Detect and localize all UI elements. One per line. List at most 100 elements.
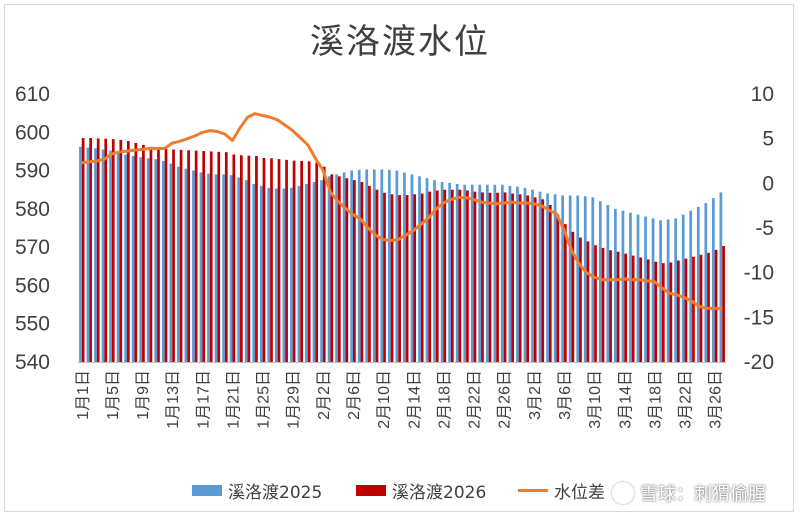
legend-label-diff: 水位差 (554, 482, 605, 503)
bar-2025 (614, 208, 617, 362)
x-tick-label: 1月1日 (75, 370, 92, 420)
bar-2025 (629, 212, 632, 362)
y-left-tick-label: 550 (15, 313, 50, 336)
bar-2025 (274, 188, 278, 362)
bar-2026 (255, 156, 258, 362)
x-tick-label: 2月18日 (436, 370, 453, 429)
bar-2026 (428, 191, 432, 362)
x-tick-label: 2月26日 (497, 370, 514, 429)
bar-2025 (516, 186, 519, 362)
bar-2025 (395, 170, 399, 362)
bar-2025 (523, 187, 527, 362)
bar-2026 (89, 138, 93, 362)
bar-2025 (297, 185, 301, 362)
bar-2025 (583, 196, 587, 362)
bar-2026 (277, 159, 281, 362)
y-left-tick-label: 610 (15, 83, 50, 106)
bar-2026 (616, 251, 620, 362)
bar-2025 (636, 214, 640, 362)
bar-2026 (187, 150, 190, 362)
x-tick-label: 2月14日 (406, 370, 423, 429)
y-left-tick-label: 590 (15, 160, 50, 183)
x-tick-label: 1月21日 (226, 370, 243, 429)
bar-2026 (81, 138, 85, 362)
bar-2025 (207, 173, 210, 362)
bar-2026 (413, 194, 417, 362)
bar-2025 (335, 174, 338, 362)
legend: 溪洛渡2025 溪洛渡2026 水位差 (0, 478, 800, 503)
x-tick-label: 1月13日 (165, 370, 182, 429)
bar-2025 (199, 172, 203, 362)
bar-2026 (270, 158, 273, 362)
bar-2026 (639, 257, 643, 362)
bar-2026 (564, 224, 567, 362)
bar-2025 (109, 150, 112, 362)
bar-2026 (654, 261, 658, 362)
y-right-tick-label: 5 (762, 128, 774, 151)
bar-2025 (146, 158, 150, 362)
bar-2026 (126, 141, 130, 362)
bar-2025 (290, 187, 293, 362)
bar-2025 (244, 180, 248, 362)
bar-2026 (503, 192, 507, 362)
legend-swatch-diff (518, 488, 548, 492)
bar-2025 (440, 182, 444, 362)
bar-2025 (229, 175, 233, 362)
bar-2026 (571, 231, 575, 362)
bar-2026 (420, 193, 424, 362)
bar-2026 (722, 245, 725, 362)
bar-2025 (372, 169, 376, 362)
line-water-level-diff (81, 112, 723, 310)
bar-2025 (478, 184, 482, 362)
bar-2025 (470, 184, 474, 362)
snowball-logo-icon (612, 482, 634, 504)
bar-2026 (142, 144, 145, 362)
bar-2025 (463, 184, 467, 362)
bar-2026 (247, 155, 251, 362)
bar-2025 (131, 156, 135, 362)
bar-2026 (285, 159, 288, 362)
bar-2026 (518, 194, 522, 362)
bar-2025 (568, 195, 572, 362)
bar-2026 (383, 192, 386, 362)
bar-2026 (443, 189, 447, 362)
bar-2026 (586, 241, 590, 362)
bar-2025 (433, 180, 436, 362)
x-tick-label: 2月2日 (316, 370, 333, 420)
bar-2025 (124, 154, 127, 362)
bar-2026 (345, 178, 349, 362)
bar-2025 (425, 178, 429, 362)
bar-2026 (330, 174, 334, 362)
bar-2026 (300, 161, 303, 362)
bar-2025 (222, 174, 225, 362)
bar-2025 (538, 191, 542, 362)
bar-2026 (353, 180, 356, 362)
bar-2026 (669, 262, 673, 362)
y-right-tick-label: -20 (744, 351, 774, 374)
y-right-tick-label: -15 (744, 306, 774, 329)
bar-2026 (104, 138, 108, 362)
bar-2026 (435, 190, 439, 362)
bar-2025 (282, 188, 286, 362)
x-tick-label: 1月9日 (135, 370, 152, 420)
bar-2026 (692, 256, 695, 362)
bar-2026 (224, 152, 228, 362)
bar-2026 (548, 205, 552, 362)
bar-2026 (149, 146, 153, 362)
bar-2025 (365, 169, 369, 362)
bar-2026 (179, 149, 183, 362)
bar-2026 (164, 148, 168, 362)
y-left-tick-label: 600 (15, 121, 50, 144)
bar-2026 (194, 150, 198, 362)
bar-2025 (689, 210, 693, 362)
bar-2026 (541, 199, 545, 362)
bar-2026 (511, 193, 514, 362)
bar-2025 (651, 218, 655, 362)
bar-2026 (684, 258, 688, 362)
x-tick-label: 2月10日 (376, 370, 393, 429)
bar-2025 (659, 220, 662, 362)
bar-2025 (79, 146, 82, 362)
bar-2026 (594, 245, 597, 362)
